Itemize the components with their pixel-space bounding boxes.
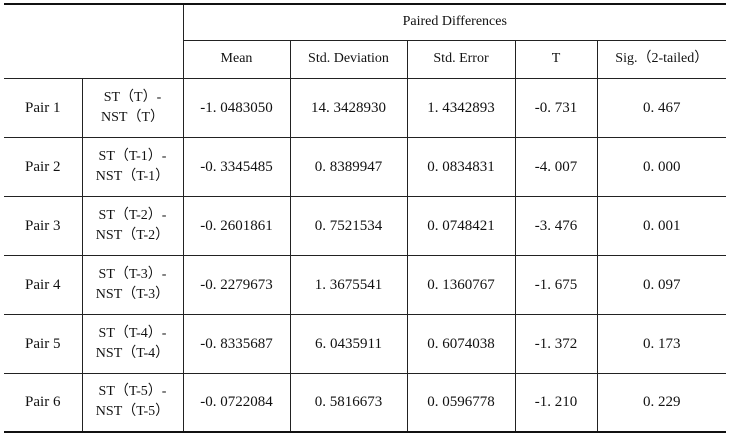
header-row-group: Paired Differences <box>4 3 727 79</box>
column-header-sig: Sig.（2-tailed） <box>596 39 727 79</box>
group-header: Paired Differences <box>182 3 727 41</box>
sig-cell: 0. 173 <box>596 313 727 374</box>
variable-cell: ST（T）- NST（T） <box>81 77 183 138</box>
column-header-std-deviation: Std. Deviation <box>289 39 407 79</box>
sig-cell: 0. 000 <box>596 136 727 197</box>
variable-cell: ST（T-5）- NST（T-5） <box>81 372 183 433</box>
std-deviation-cell: 6. 0435911 <box>289 313 407 374</box>
header-row-columns: Mean Std. Deviation Std. Error T Sig.（2-… <box>4 39 727 79</box>
variable-top: ST（T-2）- <box>98 207 167 223</box>
std-error-cell: 1. 4342893 <box>406 77 515 138</box>
table-row: Pair 2 ST（T-1）- NST（T-1） -0. 3345485 0. 8… <box>4 136 727 197</box>
table-row: Pair 5 ST（T-4）- NST（T-4） -0. 8335687 6. 0… <box>4 313 727 374</box>
variable-bottom: NST（T-3） <box>95 286 170 302</box>
mean-cell: -0. 3345485 <box>182 136 290 197</box>
t-cell: -1. 210 <box>514 372 597 433</box>
variable-cell: ST（T-1）- NST（T-1） <box>81 136 183 197</box>
header-blank-cell <box>4 3 183 79</box>
std-error-cell: 0. 0748421 <box>406 195 515 256</box>
table-row: Pair 3 ST（T-2）- NST（T-2） -0. 2601861 0. 7… <box>4 195 727 256</box>
t-cell: -4. 007 <box>514 136 597 197</box>
mean-cell: -1. 0483050 <box>182 77 290 138</box>
std-error-cell: 0. 0596778 <box>406 372 515 433</box>
variable-top: ST（T）- <box>103 89 162 105</box>
std-deviation-cell: 0. 5816673 <box>289 372 407 433</box>
variable-cell: ST（T-4）- NST（T-4） <box>81 313 183 374</box>
variable-top: ST（T-1）- <box>98 148 167 164</box>
variable-top: ST（T-4）- <box>98 325 167 341</box>
t-cell: -1. 675 <box>514 254 597 315</box>
sig-cell: 0. 229 <box>596 372 727 433</box>
mean-cell: -0. 2279673 <box>182 254 290 315</box>
std-error-cell: 0. 0834831 <box>406 136 515 197</box>
pair-label: Pair 5 <box>4 313 82 374</box>
variable-top: ST（T-5）- <box>98 384 167 400</box>
variable-bottom: NST（T） <box>101 109 164 125</box>
table-row: Pair 1 ST（T）- NST（T） -1. 0483050 14. 3428… <box>4 77 727 138</box>
std-deviation-cell: 0. 7521534 <box>289 195 407 256</box>
column-header-mean: Mean <box>182 39 290 79</box>
std-error-cell: 0. 1360767 <box>406 254 515 315</box>
std-deviation-cell: 0. 8389947 <box>289 136 407 197</box>
paired-samples-table: Paired Differences Mean Std. Deviation S… <box>4 3 727 433</box>
mean-cell: -0. 0722084 <box>182 372 290 433</box>
t-cell: -3. 476 <box>514 195 597 256</box>
sig-cell: 0. 097 <box>596 254 727 315</box>
std-deviation-cell: 14. 3428930 <box>289 77 407 138</box>
pair-label: Pair 2 <box>4 136 82 197</box>
variable-bottom: NST（T-1） <box>95 168 170 184</box>
t-cell: -0. 731 <box>514 77 597 138</box>
std-deviation-cell: 1. 3675541 <box>289 254 407 315</box>
pair-label: Pair 4 <box>4 254 82 315</box>
variable-cell: ST（T-2）- NST（T-2） <box>81 195 183 256</box>
table-row: Pair 4 ST（T-3）- NST（T-3） -0. 2279673 1. 3… <box>4 254 727 315</box>
table-row: Pair 6 ST（T-5）- NST（T-5） -0. 0722084 0. 5… <box>4 372 727 433</box>
std-error-cell: 0. 6074038 <box>406 313 515 374</box>
variable-bottom: NST（T-5） <box>95 404 170 420</box>
mean-cell: -0. 2601861 <box>182 195 290 256</box>
column-header-std-error: Std. Error <box>406 39 515 79</box>
t-cell: -1. 372 <box>514 313 597 374</box>
mean-cell: -0. 8335687 <box>182 313 290 374</box>
sig-cell: 0. 467 <box>596 77 727 138</box>
variable-bottom: NST（T-4） <box>95 345 170 361</box>
column-header-t: T <box>514 39 597 79</box>
sig-cell: 0. 001 <box>596 195 727 256</box>
variable-bottom: NST（T-2） <box>95 227 170 243</box>
pair-label: Pair 3 <box>4 195 82 256</box>
pair-label: Pair 1 <box>4 77 82 138</box>
pair-label: Pair 6 <box>4 372 82 433</box>
variable-cell: ST（T-3）- NST（T-3） <box>81 254 183 315</box>
variable-top: ST（T-3）- <box>98 266 167 282</box>
